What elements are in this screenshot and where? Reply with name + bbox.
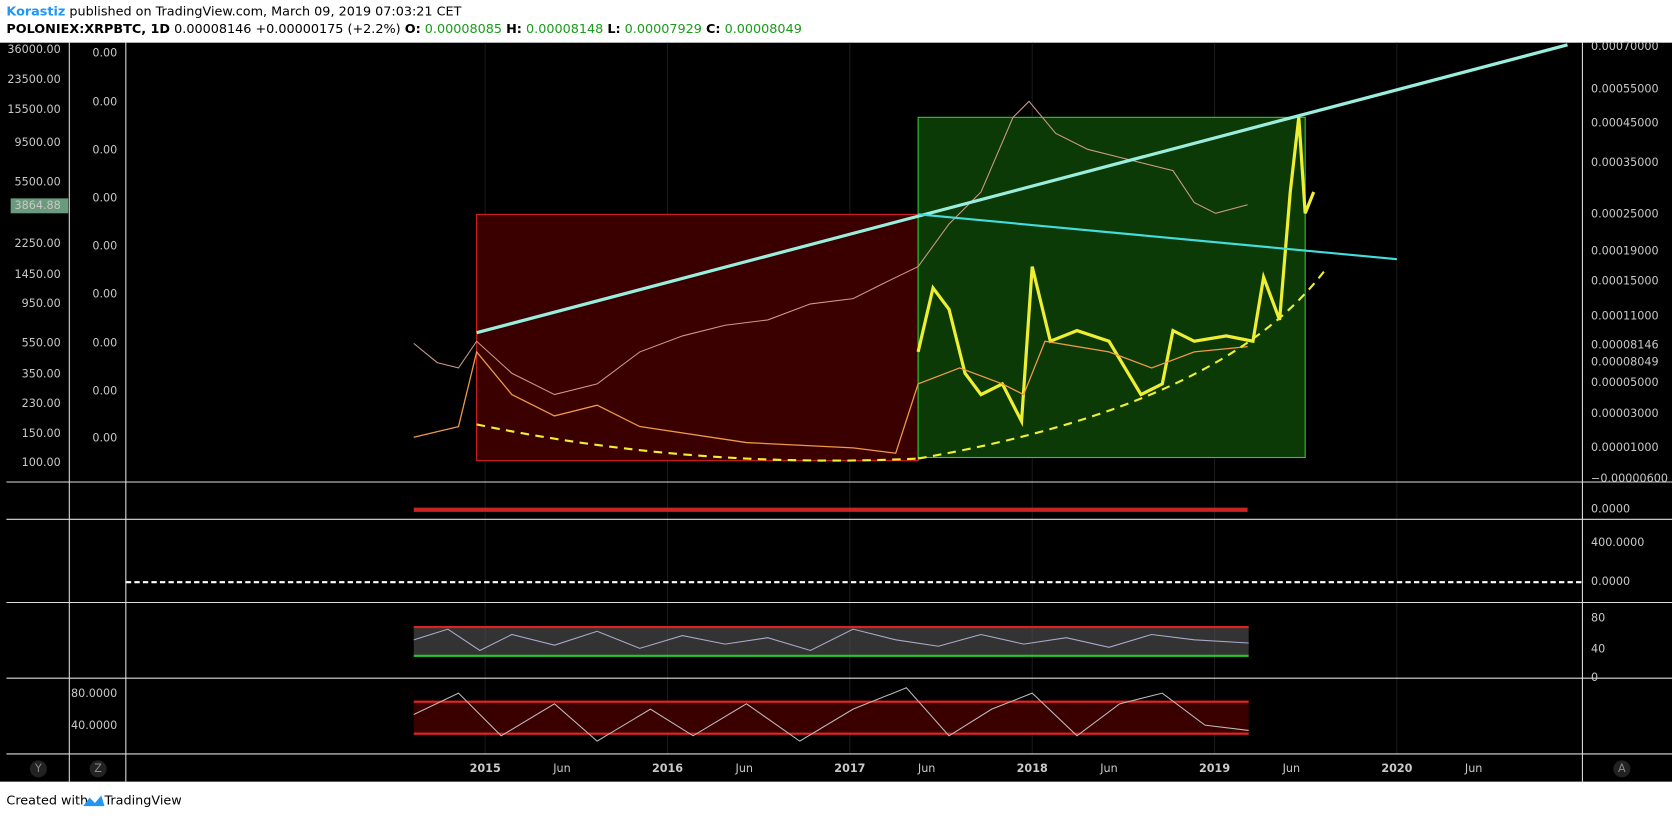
axis-label: 0.00015000 bbox=[1591, 275, 1659, 288]
red-box bbox=[476, 213, 919, 462]
axis-label: 0.00 bbox=[92, 384, 117, 397]
axis-label: 0.00 bbox=[92, 46, 117, 59]
time-label: 2015 bbox=[470, 762, 501, 775]
button-label: A bbox=[1618, 762, 1626, 775]
axis-label: 150.00 bbox=[22, 427, 61, 440]
axis-label: 950.00 bbox=[22, 297, 61, 310]
header-text: POLONIEX:XRPBTC, 1D bbox=[6, 21, 170, 36]
axis-label: 0.00055000 bbox=[1591, 83, 1659, 96]
axis-label: 5500.00 bbox=[15, 175, 61, 188]
time-label: Jun bbox=[552, 762, 570, 775]
axis-label: 40 bbox=[1591, 642, 1605, 655]
axis-label: 2250.00 bbox=[15, 237, 61, 250]
button[interactable] bbox=[29, 760, 47, 778]
header-text: C: bbox=[706, 21, 721, 36]
dashed-curve bbox=[476, 423, 919, 462]
axis-label: 0.00070000 bbox=[1591, 40, 1659, 53]
footer-brand[interactable]: TradingView bbox=[104, 793, 182, 808]
axis-label: 230.00 bbox=[22, 397, 61, 410]
time-label: 2017 bbox=[834, 762, 865, 775]
header-text: O: bbox=[405, 21, 421, 36]
header-text: 0.00008085 bbox=[425, 21, 502, 36]
trend-line bbox=[476, 43, 1568, 335]
axis-label: 0.00 bbox=[92, 191, 117, 204]
button-label: Z bbox=[94, 762, 102, 775]
green-box bbox=[917, 116, 1306, 459]
button[interactable] bbox=[89, 760, 107, 778]
header-text: published on TradingView.com, March 09, … bbox=[69, 4, 461, 19]
axis-label: 100.00 bbox=[22, 456, 61, 469]
time-label: 2020 bbox=[1381, 762, 1412, 775]
header-line: POLONIEX:XRPBTC, 1D 0.00008146 +0.000001… bbox=[6, 21, 801, 36]
axis-label: 0.00003000 bbox=[1591, 407, 1659, 420]
button[interactable] bbox=[1613, 760, 1631, 778]
axis-label: 0 bbox=[1591, 671, 1598, 684]
time-label: Jun bbox=[735, 762, 753, 775]
axis-label: 40.0000 bbox=[71, 719, 117, 732]
axis-label: 0.00045000 bbox=[1591, 117, 1659, 130]
axis-label: 0.00019000 bbox=[1591, 245, 1659, 258]
time-label: Jun bbox=[1099, 762, 1117, 775]
button-label: Y bbox=[34, 762, 42, 775]
time-label: Jun bbox=[1282, 762, 1300, 775]
axis-label: 0.0000 bbox=[1591, 575, 1630, 588]
axis-label: 3864.88 bbox=[15, 199, 61, 212]
header-text: 0.00008049 bbox=[725, 21, 802, 36]
ma-ribbon bbox=[413, 340, 1248, 454]
footer-text: Created with bbox=[6, 793, 88, 808]
axis-label: 80 bbox=[1591, 612, 1605, 625]
axis-label: 0.00035000 bbox=[1591, 156, 1659, 169]
axis-label: 9500.00 bbox=[15, 136, 61, 149]
axis-label: 36000.00 bbox=[7, 43, 60, 56]
xrp-price bbox=[916, 117, 1316, 428]
time-label: 2019 bbox=[1199, 762, 1230, 775]
axis-label: 0.00 bbox=[92, 239, 117, 252]
stoch-band bbox=[413, 701, 1249, 734]
axis-label: 0.00 bbox=[92, 287, 117, 300]
header-text[interactable]: Korastiz bbox=[6, 4, 65, 19]
axis-label: 0.00005000 bbox=[1591, 376, 1659, 389]
axis-label: 0.00 bbox=[92, 431, 117, 444]
axis-label: 550.00 bbox=[22, 336, 61, 349]
header-line: Korastiz published on TradingView.com, M… bbox=[6, 4, 461, 19]
axis-label: 0.00011000 bbox=[1591, 310, 1659, 323]
axis-label: 0.00 bbox=[92, 95, 117, 108]
time-label: Jun bbox=[1464, 762, 1482, 775]
axis-label: 350.00 bbox=[22, 367, 61, 380]
axis-label: 0.00025000 bbox=[1591, 207, 1659, 220]
dashed-curve bbox=[917, 265, 1329, 460]
header-text: 0.00007929 bbox=[625, 21, 702, 36]
axis-label: 400.0000 bbox=[1591, 536, 1644, 549]
header-text: H: bbox=[506, 21, 522, 36]
axis-label: 0.00001000 bbox=[1591, 441, 1659, 454]
axis-label: 23500.00 bbox=[7, 73, 60, 86]
pane-dividers bbox=[6, 42, 1672, 782]
price-tag bbox=[10, 198, 69, 214]
time-label: Jun bbox=[917, 762, 935, 775]
header-text: 0.00008146 bbox=[174, 21, 251, 36]
axis-label: 0.00 bbox=[92, 143, 117, 156]
axis-label: 1450.00 bbox=[15, 268, 61, 281]
stoch-line bbox=[413, 687, 1249, 742]
header-text: L: bbox=[607, 21, 620, 36]
header-text: 0.00008148 bbox=[526, 21, 603, 36]
btc-price bbox=[413, 100, 1248, 396]
axis-label: 0.0000 bbox=[1591, 503, 1630, 516]
trend-line bbox=[918, 213, 1397, 261]
axis-label: 0.00008049 bbox=[1591, 356, 1659, 369]
axis-label: 0.00008146 bbox=[1591, 339, 1659, 352]
axis-label: −0.00000600 bbox=[1591, 472, 1668, 485]
time-label: 2016 bbox=[652, 762, 683, 775]
header-text: +0.00000175 (+2.2%) bbox=[255, 21, 400, 36]
axis-label: 0.00 bbox=[92, 336, 117, 349]
logo bbox=[83, 795, 105, 807]
axis-label: 15500.00 bbox=[7, 103, 60, 116]
time-label: 2018 bbox=[1017, 762, 1048, 775]
rsi-line bbox=[413, 628, 1249, 652]
rsi-band bbox=[413, 627, 1249, 656]
axis-label: 80.0000 bbox=[71, 687, 117, 700]
